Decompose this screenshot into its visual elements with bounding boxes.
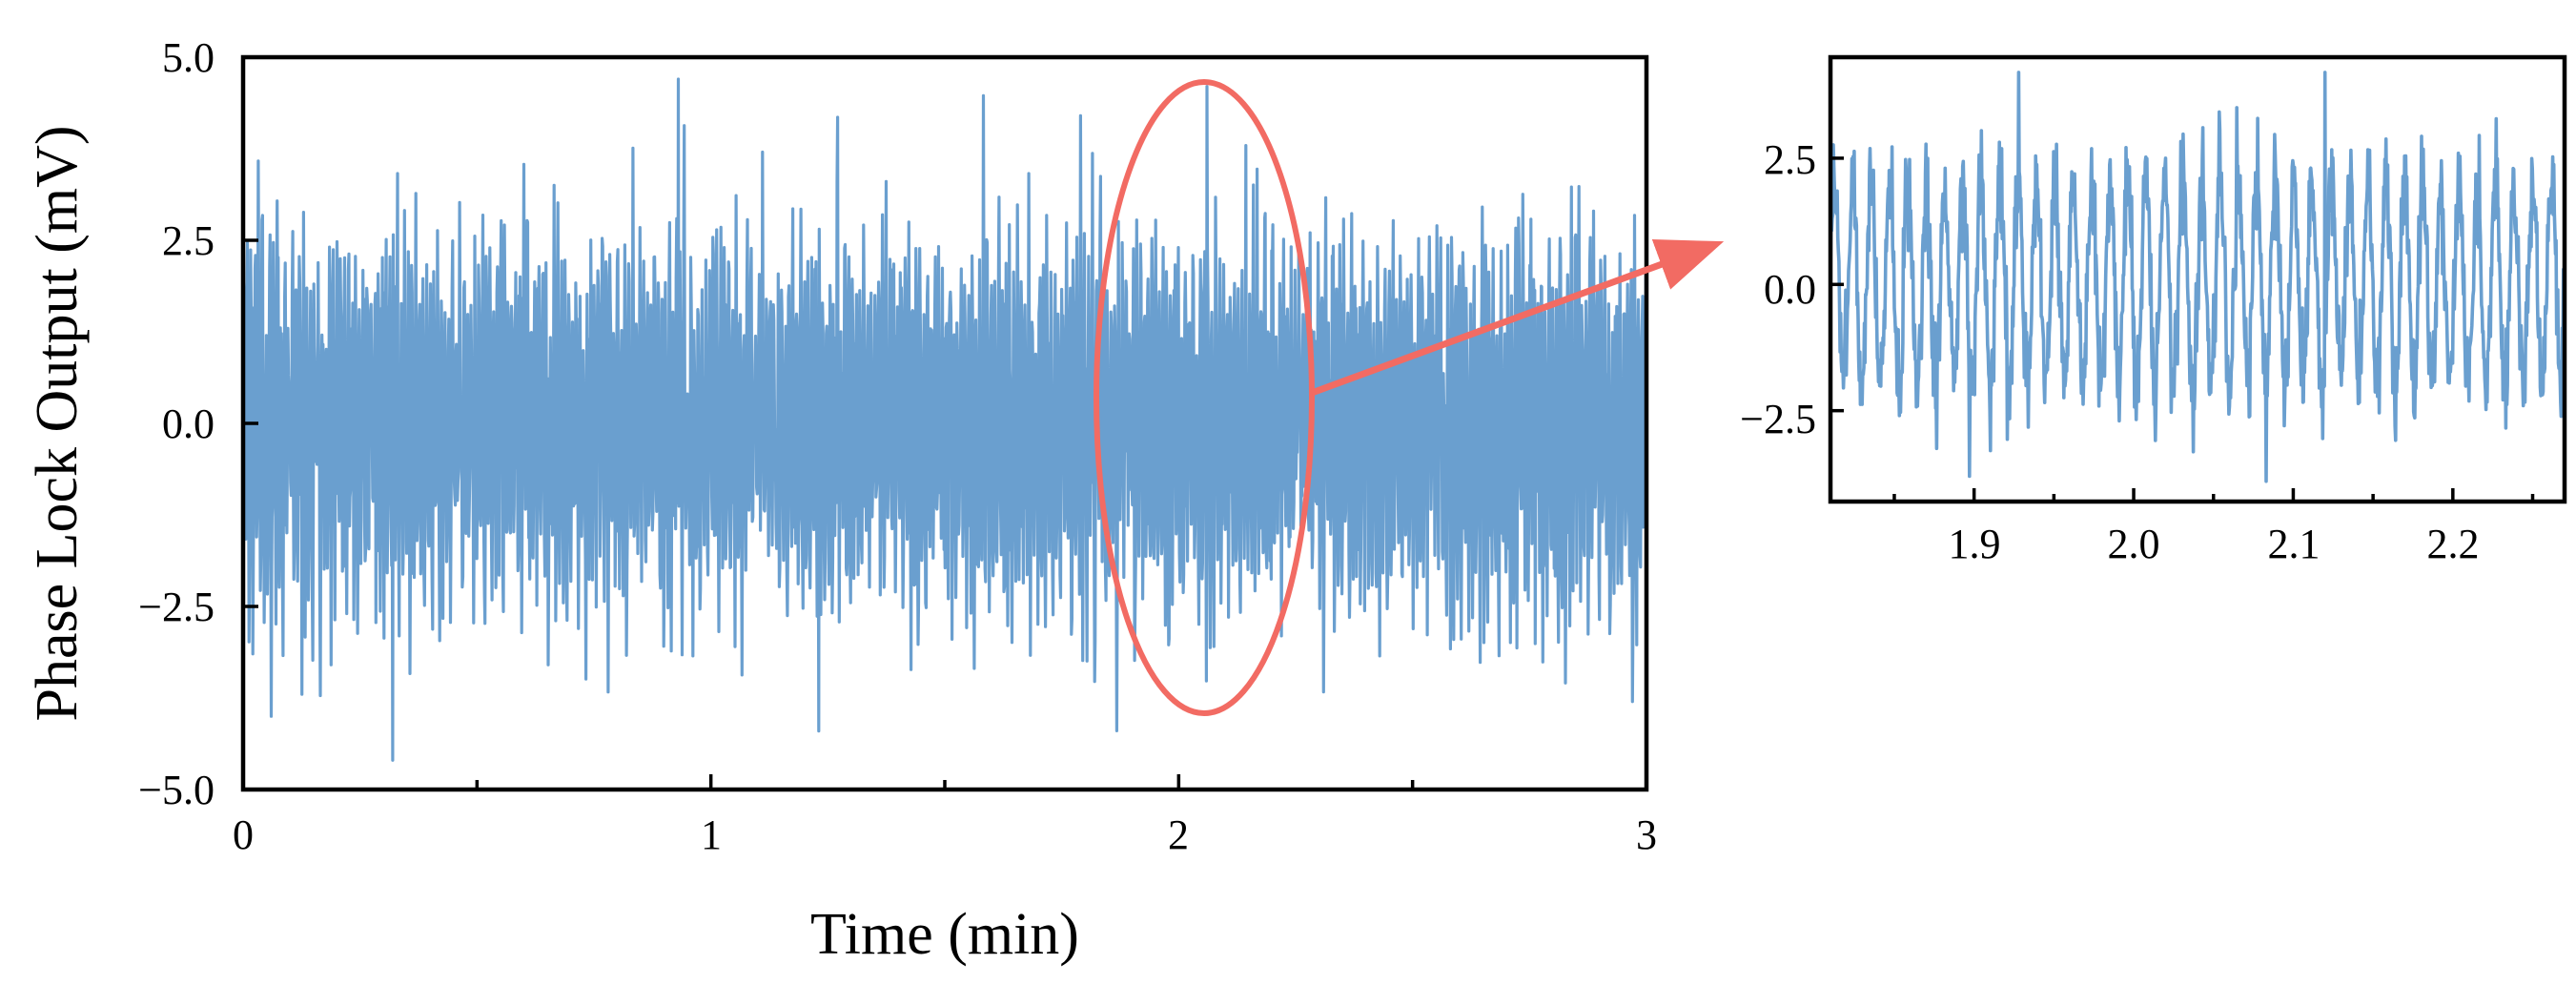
highlight-ellipse [1094,79,1315,716]
inset-ytick-label-0: 0.0 [1764,266,1816,313]
main-ytick-label-neg5: −5.0 [138,767,215,813]
y-axis-title: Phase Lock Output (mV) [25,125,90,721]
main-xtick-label-1: 1 [701,811,722,858]
main-xtick-label-0: 0 [233,811,254,858]
inset-signal-line [1830,71,2565,483]
inset-xtick-label-2.1: 2.1 [2268,521,2320,567]
main-ytick-label-neg2.5: −2.5 [138,584,215,630]
inset-xtick-label-1.9: 1.9 [1949,521,2001,567]
zoom-arrow [1310,239,1725,397]
inset-ytick-label-neg2.5: −2.5 [1740,396,1816,442]
inset-plot: 2.5 0.0 −2.5 1.9 2.0 2.1 2.2 [1740,54,2567,567]
inset-xtick-label-2.0: 2.0 [2108,521,2160,567]
inset-ticks [1830,156,2535,502]
main-ytick-label-2.5: 2.5 [162,217,215,264]
main-xtick-label-2: 2 [1168,811,1189,858]
main-ytick-label-5: 5.0 [162,34,215,81]
main-xtick-label-3: 3 [1636,811,1657,858]
main-ytick-label-0: 0.0 [162,400,215,447]
main-signal-line [243,77,1646,762]
inset-ytick-label-2.5: 2.5 [1764,136,1816,183]
x-axis-title: Time (min) [810,902,1079,967]
main-plot: 5.0 2.5 0.0 −2.5 −5.0 0 1 2 3 Time (min)… [25,34,1657,967]
inset-plot-frame [1828,54,2567,504]
main-ticks [241,55,1648,791]
inset-xtick-label-2.2: 2.2 [2427,521,2480,567]
